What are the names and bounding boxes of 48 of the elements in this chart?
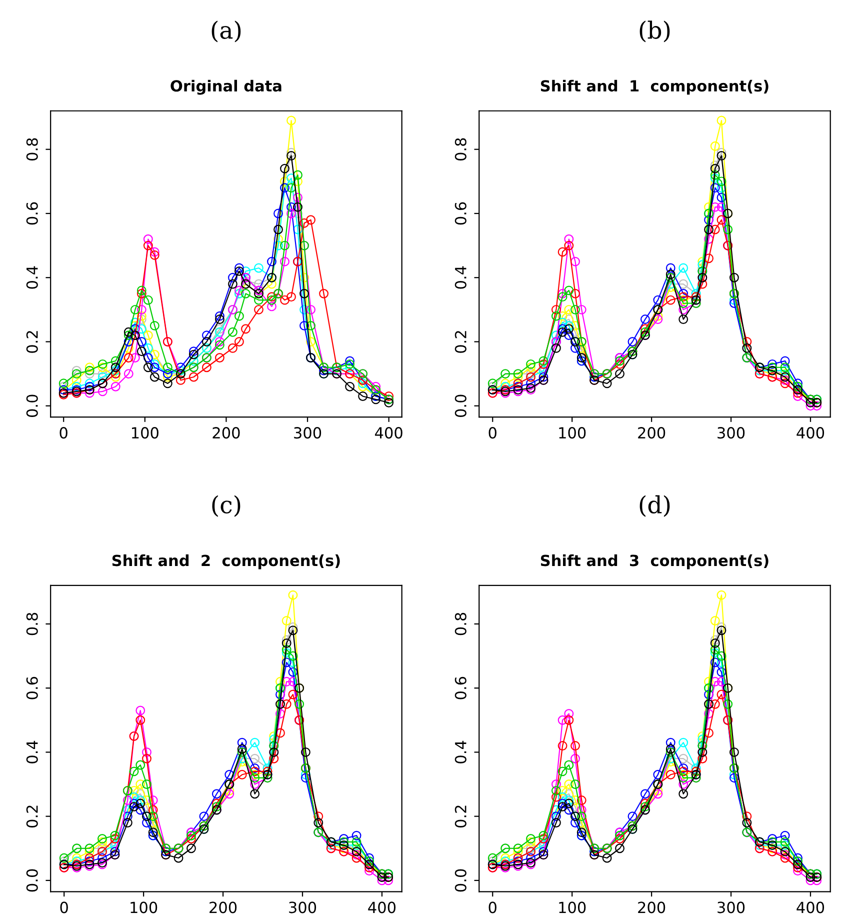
x-tick-label: 400: [368, 902, 396, 914]
y-tick-label: 0.2: [26, 806, 38, 828]
y-tick-label: 0.0: [454, 869, 466, 892]
x-tick-label: 0: [488, 902, 496, 914]
x-tick-label: 300: [718, 427, 745, 439]
chart-subtitle: Shift and 2 component(s): [112, 554, 340, 570]
x-tick-label: 200: [212, 427, 240, 439]
y-tick-label: 0.8: [26, 138, 38, 160]
y-tick-label: 0.0: [454, 394, 466, 417]
x-tick-label: 100: [559, 902, 586, 914]
x-tick-label: 200: [210, 902, 237, 914]
chart-title: (b): [640, 20, 670, 42]
x-tick-label: 200: [638, 427, 666, 439]
y-tick-label: 0.8: [454, 138, 466, 160]
chart-subtitle: Shift and 3 component(s): [540, 554, 768, 570]
y-tick-label: 0.4: [454, 740, 466, 764]
chart-title: (c): [212, 495, 240, 517]
y-tick-label: 0.6: [26, 202, 38, 225]
chart-subtitle: Shift and 1 component(s): [540, 80, 768, 95]
chart-title: (a): [212, 20, 241, 42]
y-tick-label: 0.6: [26, 676, 38, 700]
y-tick-label: 0.2: [454, 331, 466, 353]
y-tick-label: 0.2: [454, 806, 466, 828]
x-tick-label: 300: [294, 427, 322, 439]
x-tick-label: 100: [130, 902, 158, 914]
y-tick-label: 0.4: [454, 266, 466, 289]
y-tick-label: 0.4: [26, 266, 38, 289]
y-tick-label: 0.0: [26, 869, 38, 892]
x-tick-label: 0: [60, 902, 68, 914]
x-tick-label: 0: [488, 427, 496, 439]
x-tick-label: 100: [559, 427, 586, 439]
x-tick-label: 0: [60, 427, 68, 439]
y-tick-label: 0.6: [454, 202, 466, 225]
x-tick-label: 400: [796, 902, 824, 914]
y-tick-label: 0.6: [454, 676, 466, 700]
y-tick-label: 0.4: [26, 740, 38, 764]
x-tick-label: 300: [718, 902, 745, 914]
x-tick-label: 400: [374, 427, 402, 439]
x-tick-label: 400: [796, 427, 824, 439]
chart-title: (d): [640, 495, 670, 517]
y-tick-label: 0.8: [454, 612, 466, 636]
x-tick-label: 100: [132, 427, 158, 439]
y-tick-label: 0.8: [26, 612, 38, 636]
y-tick-label: 0.0: [26, 394, 38, 417]
x-tick-label: 300: [289, 902, 316, 914]
x-tick-label: 200: [638, 902, 666, 914]
y-tick-label: 0.2: [26, 331, 38, 353]
chart-subtitle: Original data: [170, 80, 282, 95]
